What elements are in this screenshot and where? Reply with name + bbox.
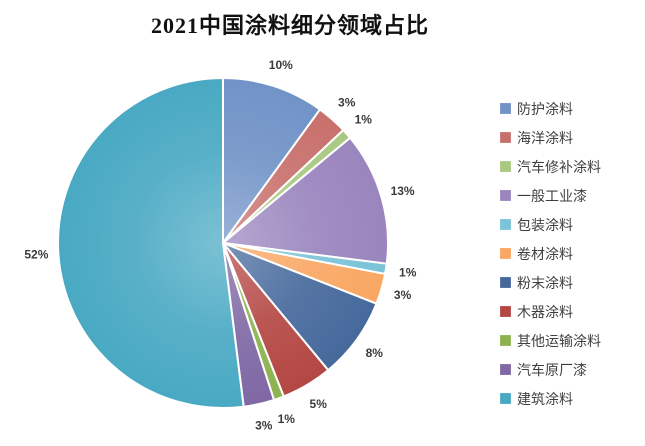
legend-label: 建筑涂料 xyxy=(517,390,573,407)
slice-data-label: 52% xyxy=(24,248,48,262)
slice-data-label: 3% xyxy=(394,288,412,302)
legend-swatch-icon xyxy=(500,219,511,230)
legend-label: 其他运输涂料 xyxy=(517,332,601,349)
legend-label: 一般工业漆 xyxy=(517,187,587,204)
slice-data-label: 1% xyxy=(278,412,296,426)
slice-data-label: 8% xyxy=(366,346,384,360)
slice-data-label: 10% xyxy=(269,58,293,72)
legend-swatch-icon xyxy=(500,393,511,404)
legend-item: 一般工业漆 xyxy=(500,181,601,210)
legend-item: 木器涂料 xyxy=(500,297,601,326)
legend-swatch-icon xyxy=(500,335,511,346)
chart-legend: 防护涂料海洋涂料汽车修补涂料 一般工业漆包装涂料卷材涂料粉末涂料木器涂料其他运输涂… xyxy=(500,94,601,413)
legend-label: 卷材涂料 xyxy=(517,245,573,262)
legend-label: 木器涂料 xyxy=(517,303,573,320)
pie-data-labels: 10% 3% 1% 13% 1% 3% 8% 5% 1% 3% 52% xyxy=(24,58,416,432)
slice-data-label: 13% xyxy=(391,184,415,198)
legend-label: 海洋涂料 xyxy=(517,129,573,146)
legend-swatch-icon xyxy=(500,364,511,375)
pie-slice-10 xyxy=(57,77,245,409)
legend-item: 汽车原厂漆 xyxy=(500,355,601,384)
slice-data-label: 5% xyxy=(310,397,328,411)
legend-item: 汽车修补涂料 xyxy=(500,152,601,181)
legend-item: 卷材涂料 xyxy=(500,239,601,268)
legend-item: 海洋涂料 xyxy=(500,123,601,152)
chart-title: 2021中国涂料细分领域占比 xyxy=(150,13,429,38)
legend-swatch-icon xyxy=(500,103,511,114)
legend-swatch-icon xyxy=(500,248,511,259)
legend-swatch-icon xyxy=(500,277,511,288)
legend-item: 建筑涂料 xyxy=(500,384,601,413)
legend-label: 粉末涂料 xyxy=(517,274,573,291)
legend-item: 防护涂料 xyxy=(500,94,601,123)
legend-swatch-icon xyxy=(500,190,511,201)
slice-data-label: 3% xyxy=(255,419,273,433)
legend-swatch-icon xyxy=(500,306,511,317)
legend-label: 汽车原厂漆 xyxy=(517,361,587,378)
pie-slices xyxy=(57,77,389,409)
legend-label: 防护涂料 xyxy=(517,100,573,117)
legend-label: 包装涂料 xyxy=(517,216,573,233)
slice-data-label: 1% xyxy=(399,265,417,279)
legend-swatch-icon xyxy=(500,132,511,143)
legend-item: 粉末涂料 xyxy=(500,268,601,297)
legend-item: 包装涂料 xyxy=(500,210,601,239)
legend-swatch-icon xyxy=(500,161,511,172)
slice-data-label: 1% xyxy=(355,112,373,126)
slice-data-label: 3% xyxy=(338,96,356,110)
legend-item: 其他运输涂料 xyxy=(500,326,601,355)
legend-label: 汽车修补涂料 xyxy=(517,158,601,175)
